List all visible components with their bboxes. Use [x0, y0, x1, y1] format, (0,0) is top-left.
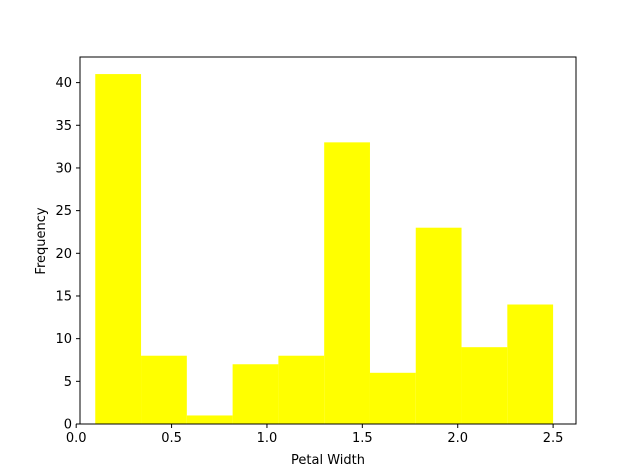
- x-axis-ticks: 0.0 0.5 1.0 1.5 2.0 2.5: [66, 424, 564, 446]
- x-tick-label: 1.0: [257, 431, 278, 446]
- y-tick-label: 40: [55, 76, 72, 91]
- y-tick-label: 15: [55, 289, 72, 304]
- y-tick-label: 10: [55, 332, 72, 347]
- histogram-bar-7: [369, 372, 416, 424]
- x-tick-label: 1.5: [352, 431, 373, 446]
- x-tick-label: 2.0: [447, 431, 468, 446]
- x-tick-label: 0.0: [66, 431, 87, 446]
- histogram-bar-9: [461, 347, 508, 424]
- x-axis-label: Petal Width: [291, 453, 365, 468]
- x-tick-label: 2.5: [543, 431, 564, 446]
- x-tick-label: 0.5: [161, 431, 182, 446]
- histogram-bar-5: [278, 355, 325, 424]
- y-tick-label: 30: [55, 161, 72, 176]
- y-tick-label: 0: [64, 418, 72, 433]
- y-tick-label: 35: [55, 119, 72, 134]
- y-axis-label: Frequency: [34, 207, 49, 274]
- bars-group: [95, 74, 554, 425]
- y-tick-label: 20: [55, 247, 72, 262]
- histogram-bar-4: [232, 364, 279, 424]
- histogram-bar-10: [507, 304, 554, 424]
- histogram-bar-1: [95, 74, 142, 425]
- plot-frame: [79, 56, 577, 425]
- y-tick-label: 25: [55, 204, 72, 219]
- histogram-bar-2: [141, 355, 187, 424]
- y-axis-ticks: 0 5 10 15 20 25 30 35 40: [55, 76, 80, 433]
- histogram-bar-6: [324, 142, 370, 425]
- histogram-bar-3: [186, 415, 233, 424]
- y-tick-label: 5: [64, 375, 72, 390]
- histogram-bar-8: [415, 227, 462, 424]
